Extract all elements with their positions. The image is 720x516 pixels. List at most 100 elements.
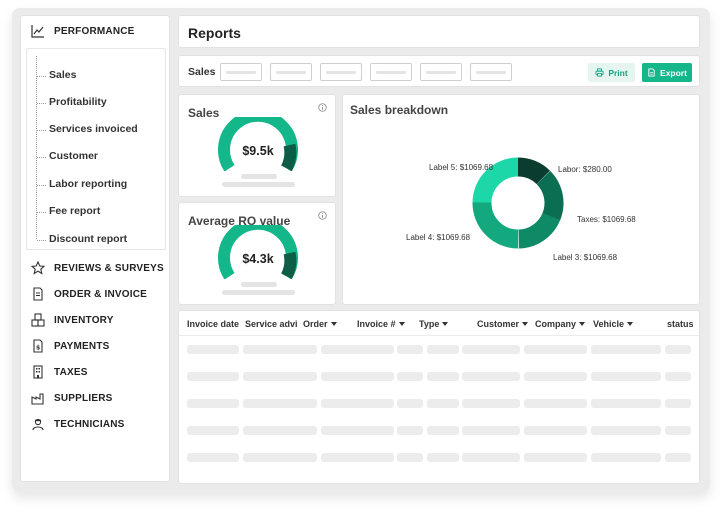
skeleton-cell bbox=[187, 426, 239, 435]
skeleton-cell bbox=[321, 399, 394, 408]
donut-label-label5: Label 5: $1069.68 bbox=[429, 163, 494, 172]
skeleton-cell bbox=[427, 345, 459, 354]
filter-chip[interactable] bbox=[420, 63, 462, 81]
nav-performance-label: PERFORMANCE bbox=[54, 25, 135, 37]
skeleton-cell bbox=[665, 453, 691, 462]
sub-item-fee-report[interactable]: Fee report bbox=[36, 205, 101, 217]
nav-order-invoice-label: ORDER & INVOICE bbox=[54, 288, 148, 300]
ro-kpi-card: Average RO value $4.3k bbox=[178, 202, 336, 305]
nav-order-invoice[interactable]: ORDER & INVOICE bbox=[31, 287, 147, 301]
skeleton-cell bbox=[397, 426, 423, 435]
sales-kpi-card: Sales $9.5k bbox=[178, 94, 336, 197]
payment-doc-icon: $ bbox=[33, 339, 43, 353]
factory-icon bbox=[31, 393, 44, 405]
skeleton-cell bbox=[462, 399, 520, 408]
col-label: Company bbox=[535, 319, 577, 329]
col-service-advisor[interactable]: Service advi bbox=[245, 319, 298, 329]
nav-inventory[interactable]: INVENTORY bbox=[31, 313, 114, 327]
filter-chip[interactable] bbox=[470, 63, 512, 81]
skeleton-cell bbox=[427, 372, 459, 381]
skeleton-cell bbox=[321, 372, 394, 381]
col-label: Service advi bbox=[245, 319, 298, 329]
skeleton-cell bbox=[397, 399, 423, 408]
filter-chip[interactable] bbox=[320, 63, 362, 81]
col-invoice-date[interactable]: Invoice date bbox=[187, 319, 239, 329]
nav-payments[interactable]: $ PAYMENTS bbox=[31, 339, 110, 353]
skeleton-cell bbox=[243, 345, 317, 354]
col-label: Vehicle bbox=[593, 319, 625, 329]
sales-kpi-value: $9.5k bbox=[242, 144, 274, 158]
skeleton-cell bbox=[427, 426, 459, 435]
col-invoice-number[interactable]: Invoice # bbox=[357, 319, 405, 329]
skeleton-cell bbox=[397, 453, 423, 462]
skeleton-cell bbox=[591, 345, 661, 354]
skeleton-cell bbox=[462, 345, 520, 354]
nav-reviews-surveys[interactable]: REVIEWS & SURVEYS bbox=[31, 261, 164, 275]
boxes-icon bbox=[31, 313, 45, 327]
skeleton-bar bbox=[222, 182, 295, 187]
building-icon bbox=[33, 365, 43, 379]
donut-label-labor: Labor: $280.00 bbox=[558, 165, 612, 174]
col-type[interactable]: Type bbox=[419, 319, 449, 329]
col-status[interactable]: status bbox=[667, 319, 694, 329]
filter-bar: Sales Print Export bbox=[178, 55, 700, 87]
invoices-table: Invoice date Service advi Order Invoice … bbox=[178, 310, 700, 484]
skeleton-cell bbox=[591, 372, 661, 381]
skeleton-cell bbox=[665, 345, 691, 354]
sub-item-services-invoiced[interactable]: Services invoiced bbox=[37, 123, 138, 135]
skeleton-cell bbox=[397, 345, 423, 354]
col-vehicle[interactable]: Vehicle bbox=[593, 319, 634, 329]
sub-item-customer[interactable]: Customer bbox=[36, 150, 99, 162]
ro-gauge bbox=[218, 225, 298, 279]
col-order[interactable]: Order bbox=[303, 319, 337, 329]
skeleton-cell bbox=[187, 453, 239, 462]
sort-caret-icon bbox=[627, 322, 634, 326]
skeleton-cell bbox=[524, 399, 587, 408]
export-label: Export bbox=[660, 67, 687, 78]
skeleton-bar bbox=[222, 290, 295, 295]
sub-item-labor-reporting[interactable]: Labor reporting bbox=[36, 178, 128, 190]
skeleton-cell bbox=[321, 426, 394, 435]
nav-suppliers[interactable]: SUPPLIERS bbox=[31, 391, 112, 405]
donut-label-label4: Label 4: $1069.68 bbox=[406, 233, 471, 242]
sub-item-sales[interactable]: Sales bbox=[36, 69, 77, 81]
filter-chip[interactable] bbox=[370, 63, 412, 81]
nav-taxes[interactable]: TAXES bbox=[31, 365, 88, 379]
skeleton-cell bbox=[591, 453, 661, 462]
filter-chip[interactable] bbox=[220, 63, 262, 81]
skeleton-cell bbox=[462, 426, 520, 435]
nav-payments-label: PAYMENTS bbox=[54, 340, 110, 352]
col-label: Customer bbox=[477, 319, 520, 329]
col-company[interactable]: Company bbox=[535, 319, 586, 329]
skeleton-cell bbox=[427, 453, 459, 462]
donut-segment-label4 bbox=[472, 157, 564, 249]
filter-chip[interactable] bbox=[270, 63, 312, 81]
skeleton-cell bbox=[187, 345, 239, 354]
nav-technicians[interactable]: TECHNICIANS bbox=[31, 417, 125, 431]
sub-item-discount-report[interactable]: Discount report bbox=[36, 233, 128, 245]
skeleton-cell bbox=[321, 453, 394, 462]
info-icon[interactable] bbox=[318, 103, 327, 112]
skeleton-cell bbox=[427, 399, 459, 408]
skeleton-cell bbox=[462, 372, 520, 381]
skeleton-cell bbox=[321, 345, 394, 354]
nav-performance[interactable]: PERFORMANCE bbox=[31, 24, 135, 38]
skeleton-cell bbox=[591, 399, 661, 408]
nav-taxes-label: TAXES bbox=[54, 366, 88, 378]
sales-donut-chart bbox=[472, 157, 564, 249]
skeleton-cell bbox=[524, 453, 587, 462]
title-bar: Reports bbox=[178, 15, 700, 48]
col-label: status bbox=[667, 319, 694, 329]
col-customer[interactable]: Customer bbox=[477, 319, 529, 329]
print-button[interactable]: Print bbox=[588, 63, 635, 82]
sub-item-profitability[interactable]: Profitability bbox=[37, 96, 107, 108]
export-button[interactable]: Export bbox=[642, 63, 692, 82]
sales-gauge bbox=[218, 117, 298, 171]
skeleton-bar bbox=[241, 282, 277, 287]
sort-caret-icon bbox=[442, 322, 449, 326]
info-icon[interactable] bbox=[318, 211, 327, 220]
donut-segment-labor bbox=[472, 157, 564, 249]
star-icon bbox=[31, 261, 45, 275]
col-label: Invoice date bbox=[187, 319, 240, 329]
performance-submenu: Sales Profitability Services invoiced Cu… bbox=[26, 48, 166, 250]
